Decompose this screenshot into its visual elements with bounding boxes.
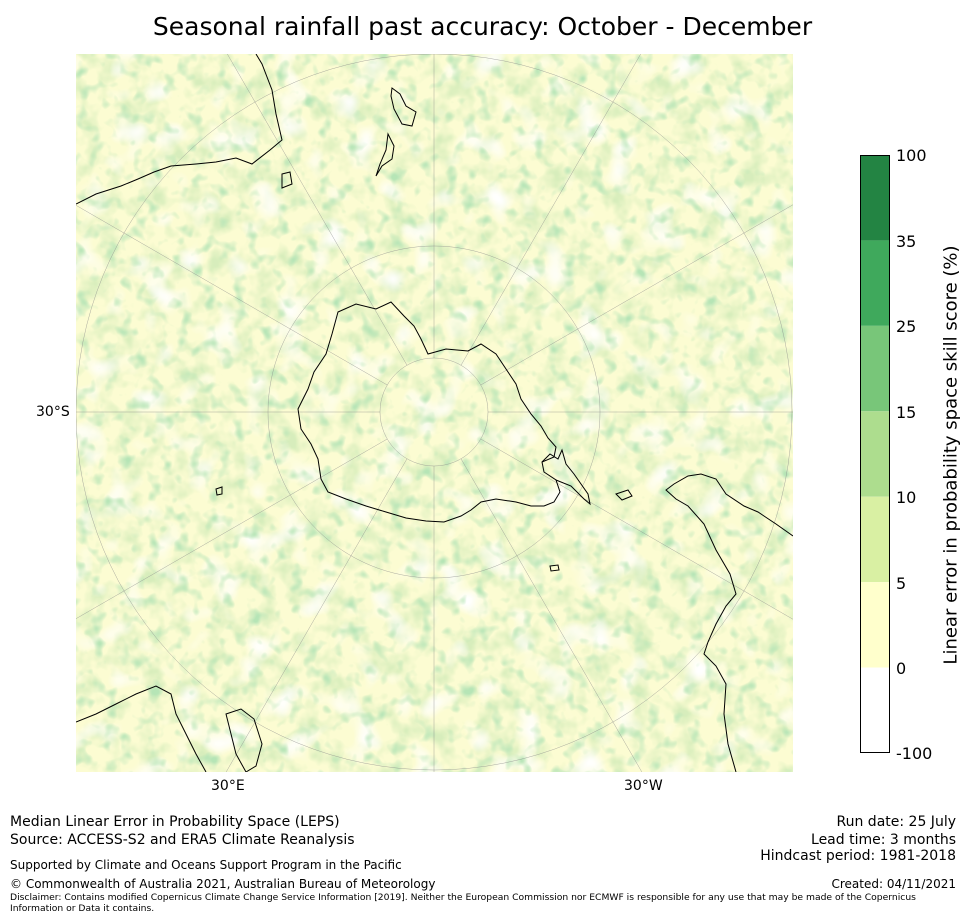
antarctica-coast [297,301,561,523]
meridian-line [227,54,408,366]
footer-source: Source: ACCESS-S2 and ERA5 Climate Reana… [10,832,355,848]
colorbar-tick: 35 [896,232,917,251]
lon-label-30e: 30°E [211,778,245,794]
colorbar-bin [860,411,890,497]
run-date: Run date: 25 July [836,814,956,830]
colorbar-tick: 0 [896,659,907,678]
lead-time: Lead time: 3 months [811,832,956,848]
new-zealand-coast [375,87,417,177]
meridian-line [480,204,793,386]
colorbar-tick: 25 [896,317,917,336]
colorbar-bin [860,667,890,753]
south-america-coast [665,473,793,772]
colorbar-bin [860,582,890,668]
created-date: Created: 04/11/2021 [831,877,956,891]
footer-disclaimer: Disclaimer: Contains modified Copernicus… [10,892,916,914]
hindcast-period: Hindcast period: 1981-2018 [760,848,956,864]
colorbar [860,155,890,753]
colorbar-tick: 5 [896,574,907,593]
island-kerguelen [215,486,223,496]
lat-label-30s: 30°S [36,404,70,420]
coastlines [76,54,793,772]
colorbar-label: Linear error in probability space skill … [940,245,962,665]
meridian-line [460,458,643,772]
colorbar-tick: 100 [896,146,927,165]
colorbar-bin [860,240,890,326]
colorbar-bin [860,325,890,412]
colorbar-bin [860,496,890,583]
meridian-line [460,54,641,366]
colorbar-tick: 15 [896,403,917,422]
footer-copyright: © Commonwealth of Australia 2021, Austra… [10,877,436,891]
footer-support: Supported by Climate and Oceans Support … [10,858,402,872]
footer-method: Median Linear Error in Probability Space… [10,814,340,830]
tasmania-coast [281,171,293,189]
meridian-line [480,438,793,620]
antarctic-peninsula [541,448,591,506]
madagascar-coast [225,708,263,772]
graticule [76,54,793,772]
lon-label-30w: 30°W [624,778,663,794]
australia-coast [76,54,283,205]
map-title: Seasonal rainfall past accuracy: October… [152,12,813,41]
field-mid-green [76,54,793,772]
meridian-line [76,205,388,386]
meridian-line [76,438,388,619]
colorbar-tick: -100 [896,744,933,763]
polar-skill-map [76,54,793,772]
africa-coast [76,685,207,772]
island-south-georgia [549,564,560,572]
colorbar-tick: 10 [896,488,917,507]
colorbar-frame [860,155,890,753]
colorbar-bin [860,155,890,241]
falklands-coast [615,489,633,501]
meridian-line [225,458,408,772]
